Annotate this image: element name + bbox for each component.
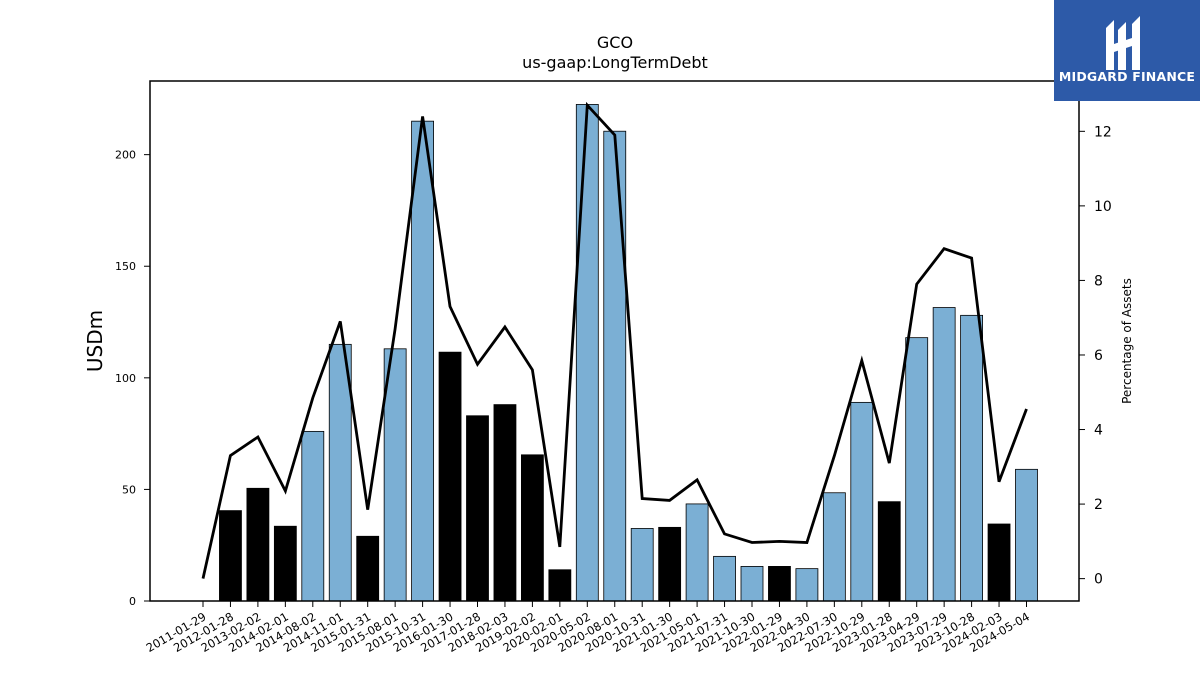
bar-2021-10-30 xyxy=(740,566,764,602)
percentage-line xyxy=(201,101,1028,579)
y-axis-label: USDm xyxy=(83,310,107,372)
y2-tick-label: 8 xyxy=(1094,273,1103,289)
left-axis: 0 50 100 150 200 xyxy=(115,149,150,608)
bar-2020-10-31 xyxy=(630,528,654,602)
y-tick-label: 0 xyxy=(129,595,136,608)
y2-tick-label: 0 xyxy=(1094,572,1103,588)
bars-group xyxy=(219,104,1038,602)
y2-tick-label: 12 xyxy=(1094,124,1112,140)
bar-2022-01-29 xyxy=(768,566,791,602)
y-tick-label: 100 xyxy=(115,372,136,385)
bar-2014-02-01 xyxy=(273,525,297,602)
bar-2022-10-29 xyxy=(850,401,874,602)
line-group xyxy=(201,101,1028,579)
bar-2022-04-30 xyxy=(795,568,819,602)
bar-2018-02-03 xyxy=(493,404,517,602)
bar-2020-08-01 xyxy=(603,130,627,602)
bar-2017-01-28 xyxy=(466,415,489,602)
bar-2021-01-30 xyxy=(658,526,682,602)
bar-2016-01-30 xyxy=(438,351,462,602)
bar-2014-08-02 xyxy=(301,430,325,602)
bar-2023-04-29 xyxy=(905,337,929,602)
bar-2021-05-01 xyxy=(685,503,709,602)
bar-2023-01-28 xyxy=(877,501,901,602)
bar-2023-07-29 xyxy=(932,307,956,602)
bar-2022-07-30 xyxy=(822,492,846,602)
y2-tick-label: 10 xyxy=(1094,199,1112,215)
bar-2024-05-04 xyxy=(1015,468,1038,602)
y-tick-label: 50 xyxy=(122,483,136,496)
bar-2013-02-02 xyxy=(246,487,270,602)
x-axis: 2011-01-292012-01-282013-02-022014-02-01… xyxy=(144,601,1032,655)
y-tick-label: 150 xyxy=(115,260,136,273)
bar-2023-10-28 xyxy=(960,314,983,602)
y2-tick-label: 4 xyxy=(1094,423,1103,439)
brand-logo: MIDGARD FINANCE xyxy=(1054,0,1200,101)
bar-2012-01-28 xyxy=(219,510,242,602)
chart-subtitle: us-gaap:LongTermDebt xyxy=(522,53,708,72)
bar-2020-05-02 xyxy=(575,104,599,602)
bar-2019-02-02 xyxy=(521,454,544,602)
y2-axis-label: Percentage of Assets xyxy=(1120,278,1134,404)
right-axis: 0 2 4 6 8 10 12 xyxy=(1079,124,1112,588)
logo-text: MIDGARD FINANCE xyxy=(1058,69,1196,84)
midgard-logo-icon xyxy=(1106,16,1140,70)
y2-tick-label: 2 xyxy=(1094,497,1103,513)
bar-2021-07-31 xyxy=(713,555,736,602)
y-tick-label: 200 xyxy=(115,149,136,162)
bar-2020-02-01 xyxy=(548,569,572,602)
y2-tick-label: 6 xyxy=(1094,348,1103,364)
bar-2015-01-31 xyxy=(356,535,380,602)
bar-2024-02-03 xyxy=(987,523,1011,602)
chart-title: GCO xyxy=(597,33,633,52)
bar-2015-10-31 xyxy=(411,120,435,602)
